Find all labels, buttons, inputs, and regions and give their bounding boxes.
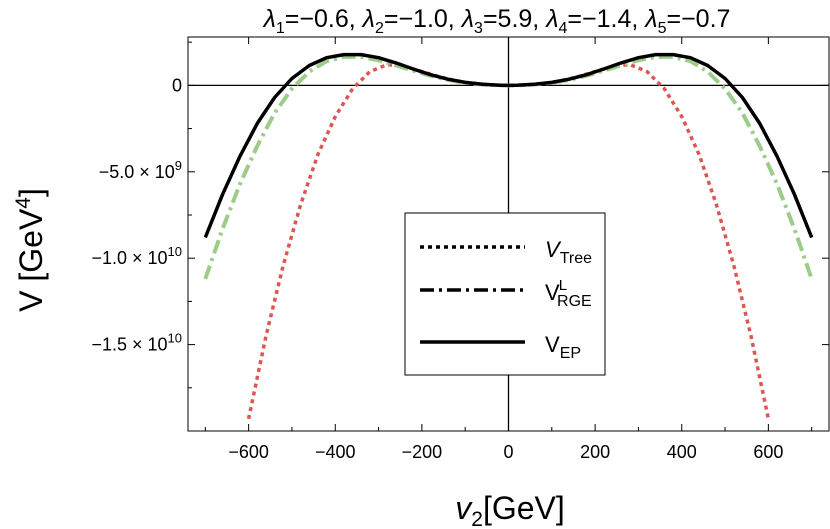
y-tick-label: −1.5 × 1010 <box>91 331 182 355</box>
tick-group: −600 −400 −200 0 200 400 600 0 −5.0 × 109 −1.0 × … <box>91 37 829 462</box>
legend: VTree VL RGE VEP <box>404 212 606 376</box>
x-tick-label: 400 <box>667 442 697 462</box>
x-axis-label: v2[GeV] <box>455 490 565 529</box>
y-tick-label: −5.0 × 109 <box>99 158 182 182</box>
y-tick-label: 0 <box>172 75 182 95</box>
series-group <box>203 52 814 420</box>
x-tick-label: −400 <box>315 442 356 462</box>
y-axis-label: V [GeV4] <box>12 188 49 312</box>
legend-label-tree: VTree <box>545 237 592 267</box>
legend-label-rge: VL RGE <box>545 277 592 310</box>
x-tick-label: 600 <box>753 442 783 462</box>
x-tick-label: 200 <box>580 442 610 462</box>
x-tick-label: −600 <box>228 442 269 462</box>
legend-label-ep: VEP <box>545 332 581 362</box>
legend-box <box>404 212 606 376</box>
x-tick-label: −200 <box>402 442 443 462</box>
x-tick-label: 0 <box>503 442 513 462</box>
chart-title: λ1=−0.6, λ2=−1.0, λ3=5.9, λ4=−1.4, λ5=−0… <box>262 5 731 37</box>
series-line-ep <box>203 52 814 239</box>
y-tick-label: −1.0 × 1010 <box>91 244 182 268</box>
